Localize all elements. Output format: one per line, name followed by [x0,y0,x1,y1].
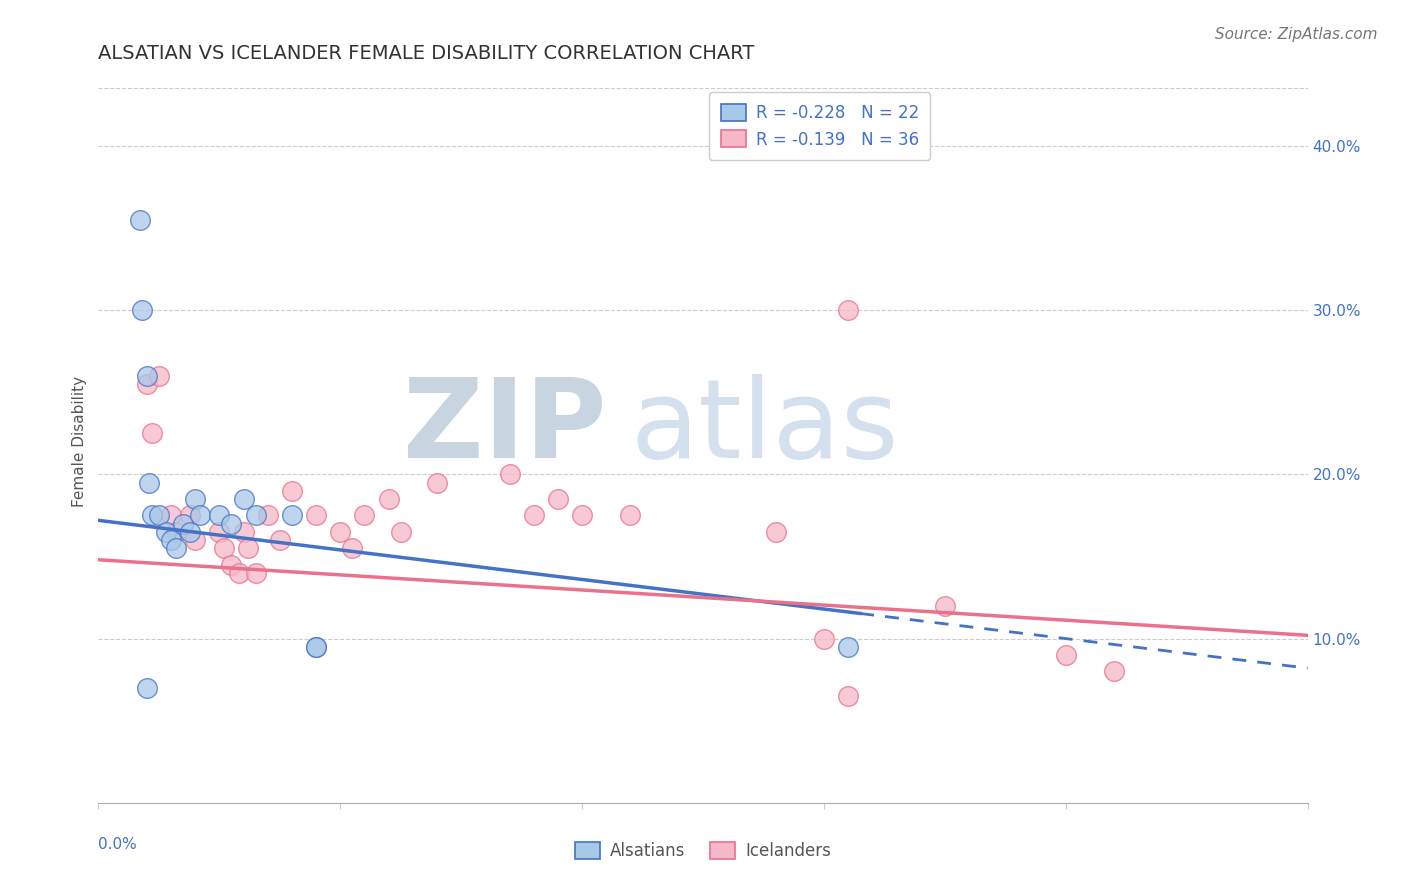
Point [148,508,170,523]
Point [221,516,243,531]
Point [934,599,956,613]
Point [135,368,157,383]
Point [426,475,449,490]
Point [245,508,267,523]
Point [155,524,177,539]
Point [377,491,399,506]
Point [837,640,859,654]
Point [269,533,291,547]
Legend: Alsatians, Icelanders: Alsatians, Icelanders [568,835,838,867]
Point [135,681,157,695]
Point [329,524,352,539]
Point [160,508,183,523]
Point [165,524,187,539]
Point [281,483,304,498]
Point [179,524,201,539]
Point [188,508,211,523]
Point [221,558,243,572]
Point [208,524,231,539]
Point [138,475,160,490]
Point [232,491,254,506]
Point [238,541,260,556]
Point [342,541,364,556]
Point [305,640,328,654]
Point [523,508,546,523]
Text: 0.0%: 0.0% [98,838,138,853]
Point [245,566,267,580]
Point [184,533,207,547]
Point [305,640,328,654]
Point [131,303,153,318]
Point [1102,665,1125,679]
Point [141,426,163,441]
Point [281,508,304,523]
Point [212,541,235,556]
Point [160,533,183,547]
Point [389,524,412,539]
Y-axis label: Female Disability: Female Disability [72,376,87,508]
Point [305,508,328,523]
Point [547,491,569,506]
Text: Source: ZipAtlas.com: Source: ZipAtlas.com [1215,27,1378,42]
Text: atlas: atlas [630,374,898,481]
Point [128,212,150,227]
Point [498,467,520,482]
Point [256,508,278,523]
Point [1054,648,1077,662]
Point [208,508,231,523]
Point [135,377,157,392]
Point [141,508,163,523]
Point [837,689,859,703]
Point [179,508,201,523]
Point [765,524,787,539]
Point [165,541,187,556]
Point [571,508,593,523]
Text: ALSATIAN VS ICELANDER FEMALE DISABILITY CORRELATION CHART: ALSATIAN VS ICELANDER FEMALE DISABILITY … [98,45,755,63]
Text: ZIP: ZIP [404,374,606,481]
Point [353,508,375,523]
Point [172,516,194,531]
Point [232,524,254,539]
Point [619,508,641,523]
Point [228,566,250,580]
Point [813,632,835,646]
Point [148,368,170,383]
Point [837,303,859,318]
Point [184,491,207,506]
